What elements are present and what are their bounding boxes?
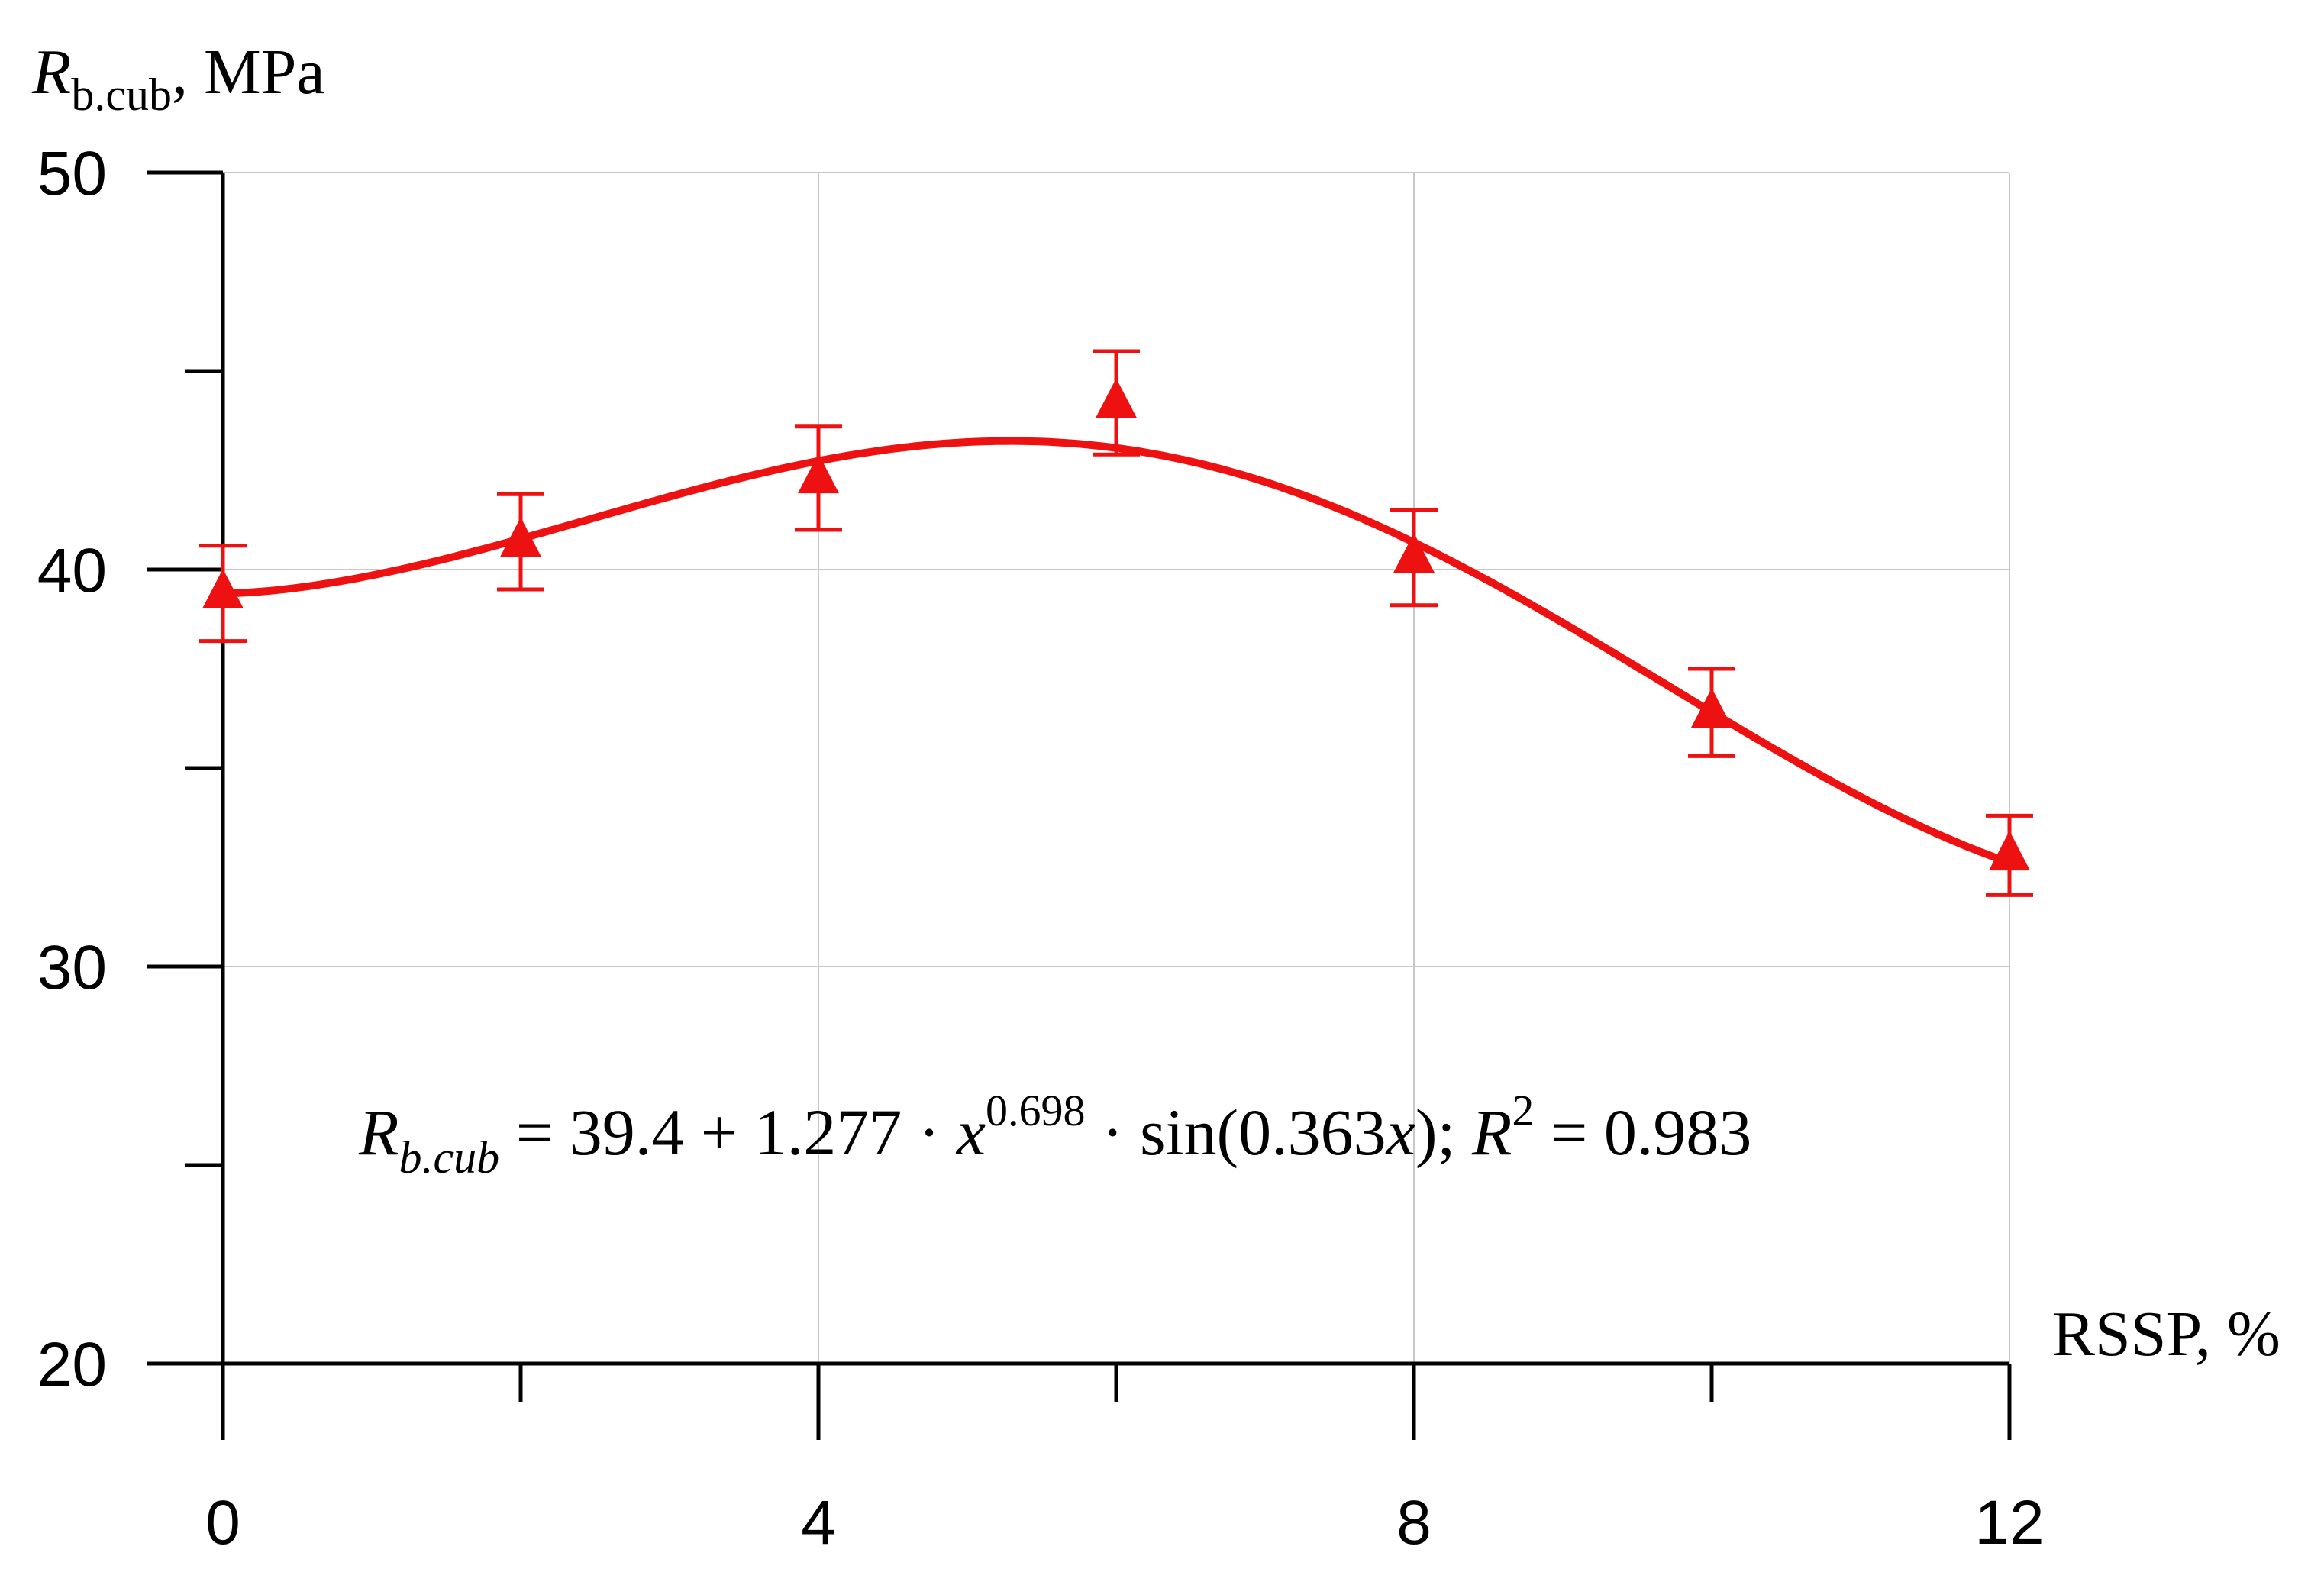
data-point bbox=[1393, 533, 1435, 573]
data-point bbox=[1691, 687, 1732, 728]
data-point bbox=[1989, 831, 2030, 871]
data-point bbox=[1096, 378, 1137, 418]
ticks bbox=[147, 170, 2012, 1440]
fit-curve bbox=[219, 437, 2013, 867]
y-axis-label: Rb.cub, MPa bbox=[31, 37, 325, 120]
error-bars bbox=[199, 349, 2033, 897]
axes bbox=[147, 173, 2009, 1366]
y-tick-label: 40 bbox=[37, 536, 107, 605]
tick-labels: 20 30 40 50 0 4 8 12 bbox=[37, 139, 2045, 1557]
data-point bbox=[202, 568, 244, 608]
y-tick-label: 30 bbox=[37, 933, 107, 1002]
y-tick-label: 20 bbox=[37, 1330, 107, 1399]
x-tick-label: 12 bbox=[1974, 1488, 2044, 1557]
x-axis-label: RSSP, % bbox=[2052, 1299, 2280, 1370]
y-tick-label: 50 bbox=[37, 139, 107, 208]
data-point bbox=[500, 517, 541, 557]
x-tick-label: 0 bbox=[205, 1488, 240, 1557]
x-tick-label: 4 bbox=[801, 1488, 836, 1557]
x-tick-label: 8 bbox=[1396, 1488, 1432, 1557]
markers bbox=[202, 378, 2030, 871]
fit-equation: Rb.cub = 39.4 + 1.277 · x0.698 · sin(0.3… bbox=[358, 1086, 1751, 1183]
data-point bbox=[798, 454, 839, 494]
